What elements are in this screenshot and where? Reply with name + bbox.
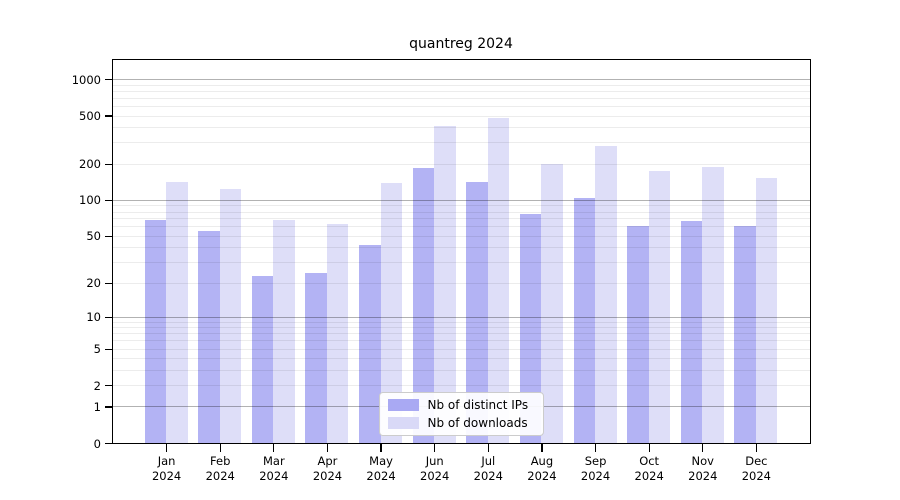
y-tick-label: 0 xyxy=(93,436,101,451)
x-tick xyxy=(166,443,168,452)
bar-distinct-ips-sep xyxy=(573,197,596,443)
x-tick xyxy=(273,443,275,452)
bar-downloads-may xyxy=(380,182,403,443)
x-tick xyxy=(594,443,597,452)
x-tick-label-nov: Nov 2024 xyxy=(688,454,718,483)
y-tick xyxy=(105,115,113,117)
y-tick-label: 1000 xyxy=(71,72,101,87)
x-tick-label-aug: Aug 2024 xyxy=(527,454,557,483)
x-tick xyxy=(380,443,382,452)
y-tick xyxy=(105,235,113,237)
bar-downloads-aug xyxy=(541,163,563,443)
bar-downloads-jun xyxy=(434,125,456,443)
legend-label-downloads: Nb of downloads xyxy=(427,415,528,430)
x-tick xyxy=(648,443,650,452)
y-tick-label: 200 xyxy=(79,157,101,172)
x-tick xyxy=(434,443,436,452)
y-tick xyxy=(105,442,113,445)
x-tick-label-oct: Oct 2024 xyxy=(634,454,664,483)
legend-swatch-distinct-ips xyxy=(387,398,419,411)
y-tick xyxy=(105,316,113,318)
legend-label-distinct-ips: Nb of distinct IPs xyxy=(427,397,529,412)
y-tick xyxy=(105,199,113,201)
bar-distinct-ips-feb xyxy=(198,230,220,443)
bar-downloads-feb xyxy=(219,189,242,443)
y-tick-label: 2 xyxy=(93,378,101,393)
bar-downloads-sep xyxy=(595,145,617,443)
x-tick-label-mar: Mar 2024 xyxy=(259,454,289,483)
y-tick-label: 5 xyxy=(93,342,101,357)
bar-distinct-ips-may xyxy=(359,244,381,443)
x-tick-label-may: May 2024 xyxy=(366,454,396,483)
x-tick xyxy=(755,443,757,452)
y-tick xyxy=(105,163,113,165)
bar-distinct-ips-apr xyxy=(305,273,327,443)
x-tick xyxy=(702,443,704,452)
x-tick-label-dec: Dec 2024 xyxy=(741,454,772,483)
chart-title: quantreg 2024 xyxy=(409,36,513,52)
y-tick-label: 10 xyxy=(86,310,101,325)
x-tick-label-jul: Jul 2024 xyxy=(473,454,503,483)
bar-distinct-ips-aug xyxy=(519,214,542,443)
x-tick xyxy=(219,443,221,452)
legend-swatch-downloads xyxy=(387,416,419,429)
y-tick xyxy=(105,406,113,408)
bar-downloads-jan xyxy=(166,182,188,443)
x-tick xyxy=(541,443,543,452)
x-tick-label-sep: Sep 2024 xyxy=(580,454,611,483)
bar-downloads-jul xyxy=(487,118,510,443)
bar-downloads-dec xyxy=(755,177,778,443)
y-tick-label: 20 xyxy=(86,276,101,291)
legend: Nb of distinct IPs Nb of downloads xyxy=(378,391,544,436)
plot-area: Nb of distinct IPs Nb of downloads xyxy=(111,58,811,444)
legend-item-downloads: Nb of downloads xyxy=(387,415,535,430)
bar-distinct-ips-jul xyxy=(466,182,488,443)
y-tick xyxy=(105,385,113,387)
bar-distinct-ips-nov xyxy=(680,220,703,443)
bar-distinct-ips-mar xyxy=(251,275,274,443)
x-tick xyxy=(487,443,489,452)
bar-downloads-mar xyxy=(273,219,295,443)
x-tick-label-jun: Jun 2024 xyxy=(420,454,450,483)
y-tick-label: 50 xyxy=(86,229,101,244)
bar-downloads-oct xyxy=(648,170,671,443)
x-tick-label-apr: Apr 2024 xyxy=(312,454,343,483)
y-tick-label: 1 xyxy=(93,399,101,414)
bar-downloads-apr xyxy=(326,223,349,443)
bar-distinct-ips-jun xyxy=(412,167,435,443)
y-tick-label: 100 xyxy=(79,193,101,208)
legend-item-distinct-ips: Nb of distinct IPs xyxy=(387,397,535,412)
y-tick xyxy=(105,78,113,81)
bar-distinct-ips-oct xyxy=(627,226,649,443)
bar-downloads-nov xyxy=(702,167,724,443)
x-tick-label-feb: Feb 2024 xyxy=(205,454,235,483)
bar-distinct-ips-dec xyxy=(734,226,756,443)
y-tick xyxy=(105,348,113,350)
bar-distinct-ips-jan xyxy=(144,219,167,443)
x-tick xyxy=(326,443,329,452)
bars-layer xyxy=(113,60,810,444)
y-tick-label: 500 xyxy=(79,109,101,123)
y-tick xyxy=(105,282,113,284)
x-tick-label-jan: Jan 2024 xyxy=(151,454,182,483)
